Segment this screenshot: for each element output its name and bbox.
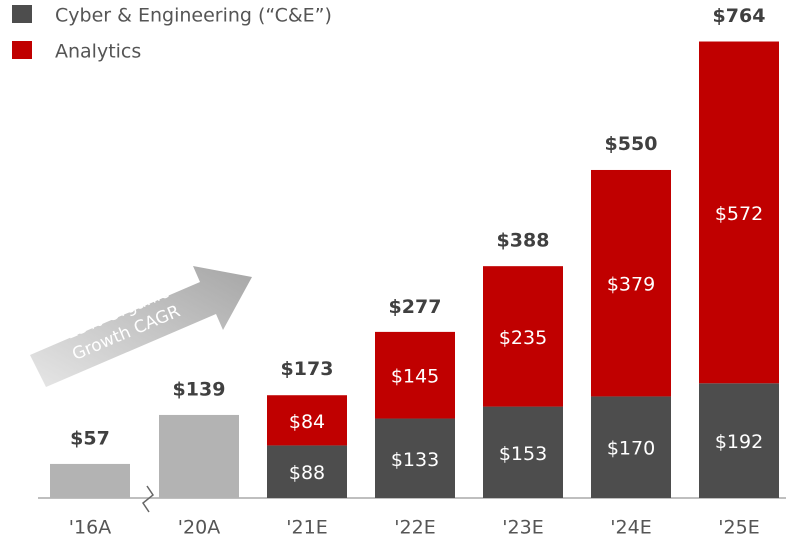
bar-segment	[483, 266, 563, 407]
legend-swatch	[12, 5, 32, 23]
total-label: $139	[173, 378, 226, 400]
segment-label: $192	[715, 431, 763, 453]
bar-segment	[699, 383, 779, 498]
legend-label: Analytics	[55, 41, 141, 63]
total-label: $550	[605, 133, 658, 155]
legend-swatch	[12, 41, 32, 59]
bar-segment	[699, 41, 779, 384]
bar-segment	[267, 445, 347, 498]
bar-segment	[483, 406, 563, 498]
x-tick-label: '25E	[718, 517, 759, 539]
bar-segment	[591, 169, 671, 397]
segment-label: $133	[391, 449, 439, 471]
x-tick-label: '22E	[394, 517, 435, 539]
x-tick-label: '20A	[178, 517, 220, 539]
segment-label: $572	[715, 203, 763, 225]
x-tick-label: '23E	[502, 517, 543, 539]
growth-arrow	[30, 266, 252, 387]
bar	[50, 463, 130, 498]
total-label: $388	[497, 230, 550, 252]
segment-label: $170	[607, 438, 655, 460]
segment-label: $145	[391, 366, 439, 388]
bar-segment	[267, 395, 347, 446]
segment-label: $379	[607, 274, 655, 296]
x-tick-label: '21E	[286, 517, 327, 539]
bar-segment	[591, 396, 671, 498]
axis-break	[141, 485, 155, 513]
segment-label: $84	[289, 411, 325, 433]
bar-segment	[375, 418, 455, 498]
segment-label: $88	[289, 462, 325, 484]
total-label: $277	[389, 296, 442, 318]
x-tick-label: '24E	[610, 517, 651, 539]
x-tick-label: '16A	[69, 517, 111, 539]
total-label: $57	[70, 427, 110, 449]
legend-label: Cyber & Engineering (“C&E”)	[55, 5, 332, 27]
total-label: $764	[713, 5, 766, 27]
segment-label: $235	[499, 327, 547, 349]
bar-segment	[375, 331, 455, 419]
segment-label: $153	[499, 443, 547, 465]
bar	[159, 414, 239, 498]
total-label: $173	[281, 358, 334, 380]
